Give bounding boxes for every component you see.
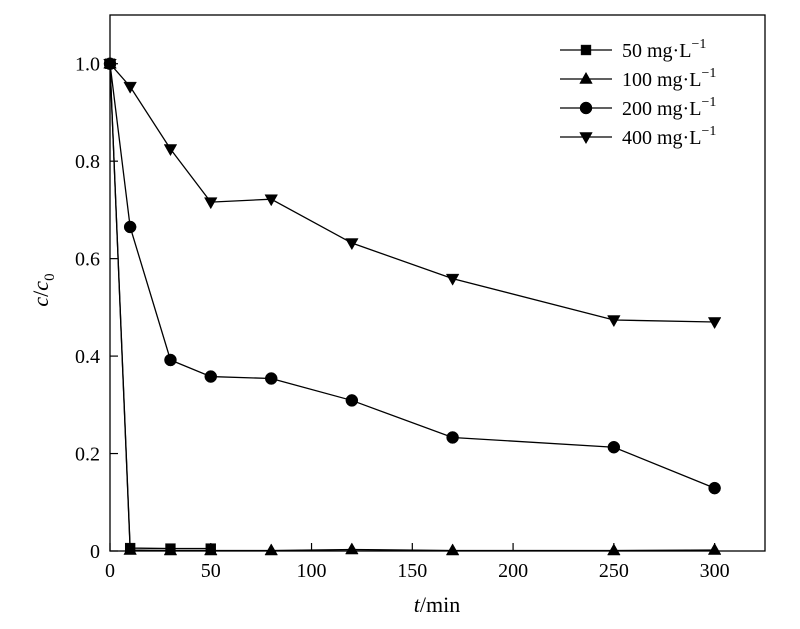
data-point <box>123 542 137 555</box>
data-point <box>164 353 177 367</box>
legend-marker <box>579 132 593 145</box>
x-axis-title: t/min <box>414 592 460 617</box>
legend-label: 50 mg·L−1 <box>622 37 706 62</box>
y-tick-label: 0.2 <box>75 444 100 466</box>
series-line-0 <box>109 63 211 550</box>
data-point <box>264 372 278 385</box>
data-point <box>708 481 721 495</box>
data-point <box>446 431 459 444</box>
data-point <box>123 81 137 94</box>
data-point <box>264 194 278 207</box>
data-point <box>345 238 359 251</box>
data-point <box>103 58 117 71</box>
data-point <box>707 317 722 330</box>
data-point <box>607 440 621 454</box>
data-point <box>163 543 178 556</box>
y-axis-title: c/c0 <box>28 273 58 306</box>
legend-marker <box>579 101 593 115</box>
x-tick-label: 100 <box>297 560 327 582</box>
x-tick-label: 150 <box>397 560 427 582</box>
data-point <box>445 543 460 556</box>
x-tick-label: 300 <box>700 560 730 582</box>
data-point <box>445 273 460 286</box>
legend-marker <box>580 44 592 56</box>
legend-marker <box>579 71 593 84</box>
data-point <box>123 220 137 234</box>
legend-label: 200 mg·L−1 <box>622 95 716 120</box>
y-tick-label: 0.4 <box>75 346 100 368</box>
x-tick-label: 200 <box>498 560 528 582</box>
y-tick-label: 0.6 <box>75 249 100 271</box>
data-point <box>163 144 178 157</box>
data-point <box>607 543 621 556</box>
data-point <box>204 370 218 383</box>
plot-frame <box>109 14 766 552</box>
data-point <box>204 197 218 210</box>
y-tick-label: 0 <box>90 541 100 563</box>
legend: 50 mg·L−1 100 mg·L−1 200 mg·L−1 400 mg·L−1 <box>560 37 716 149</box>
data-point <box>345 542 359 555</box>
data-point <box>264 543 278 556</box>
x-tick-label: 0 <box>105 560 115 582</box>
y-axis: 0 0.2 0.4 0.6 0.8 1.0 <box>75 54 118 563</box>
y-tick-label: 1.0 <box>75 54 100 76</box>
legend-label: 100 mg·L−1 <box>622 66 716 91</box>
legend-label: 400 mg·L−1 <box>622 124 716 149</box>
data-point <box>204 543 218 556</box>
x-tick-label: 50 <box>201 560 221 582</box>
data-point <box>607 315 621 328</box>
y-tick-label: 0.8 <box>75 151 100 173</box>
series-layer <box>103 56 722 556</box>
data-point <box>707 542 722 555</box>
x-tick-label: 250 <box>599 560 629 582</box>
data-point <box>345 394 359 407</box>
